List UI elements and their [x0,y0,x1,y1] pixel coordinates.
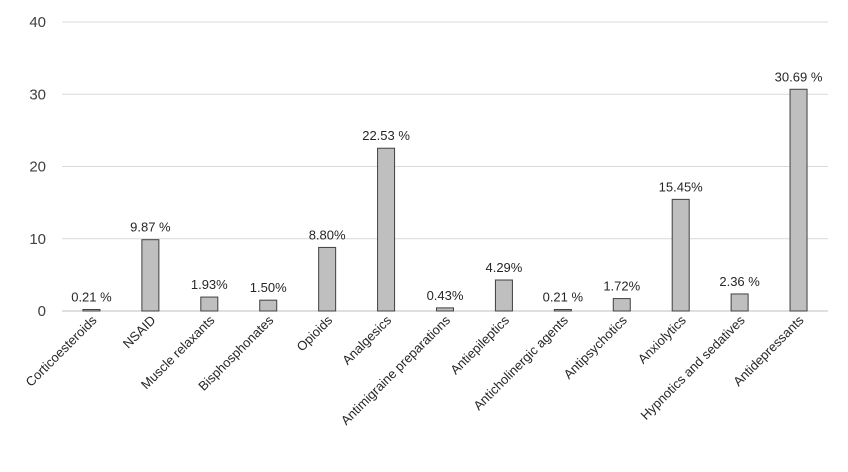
bar-1 [141,239,160,312]
data-label-6: 0.43% [427,288,464,303]
y-tick-label-4: 40 [29,14,46,31]
x-tick-label-0: Corticoesteroids [23,312,100,389]
gridlines [62,21,828,312]
data-label-10: 15.45% [659,179,704,194]
data-label-0: 0.21 % [71,289,112,304]
bar-7 [494,279,513,312]
x-tick-label-10: Anxiolytics [635,312,689,366]
data-label-12: 30.69 % [775,69,823,84]
x-tick-label-5: Analgesics [339,312,394,367]
y-tick-label-3: 30 [29,86,46,103]
x-tick-label-1: NSAID [120,313,159,352]
data-label-3: 1.50% [250,280,287,295]
y-tick-label-1: 10 [29,231,46,248]
bar-6 [436,307,454,312]
data-label-4: 8.80% [309,227,346,242]
bar-12 [789,88,808,312]
x-tick-label-9: Antipsychotics [561,312,631,382]
data-label-8: 0.21 % [543,289,584,304]
data-label-9: 1.72% [603,279,640,294]
bar-4 [318,246,337,312]
data-label-1: 9.87 % [130,220,171,235]
bar-2 [200,296,219,312]
x-tick-label-6: Antimigraine preparations [338,312,454,428]
bar-3 [259,299,278,312]
data-labels: 0.21 % 9.87 % 1.93% 1.50% 8.80% 22.53 % 0.43% 4… [71,69,823,304]
bar-0 [82,308,101,312]
x-tick-label-11: Hypnotics and sedatives [637,312,748,423]
y-axis-ticks: 0 10 20 30 40 [29,14,46,320]
data-label-7: 4.29% [485,260,522,275]
y-tick-label-2: 20 [29,159,46,176]
data-label-11: 2.36 % [719,274,760,289]
bar-9 [612,298,631,312]
x-tick-label-7: Antiepileptics [447,312,512,377]
data-label-2: 1.93% [191,277,228,292]
bar-5 [377,147,396,312]
bar-8 [553,308,572,312]
y-tick-label-0: 0 [38,303,46,320]
data-label-5: 22.53 % [362,128,410,143]
bars [82,88,808,312]
bar-10 [671,198,690,312]
x-tick-label-4: Opioids [294,312,336,354]
bar-11 [730,293,749,312]
